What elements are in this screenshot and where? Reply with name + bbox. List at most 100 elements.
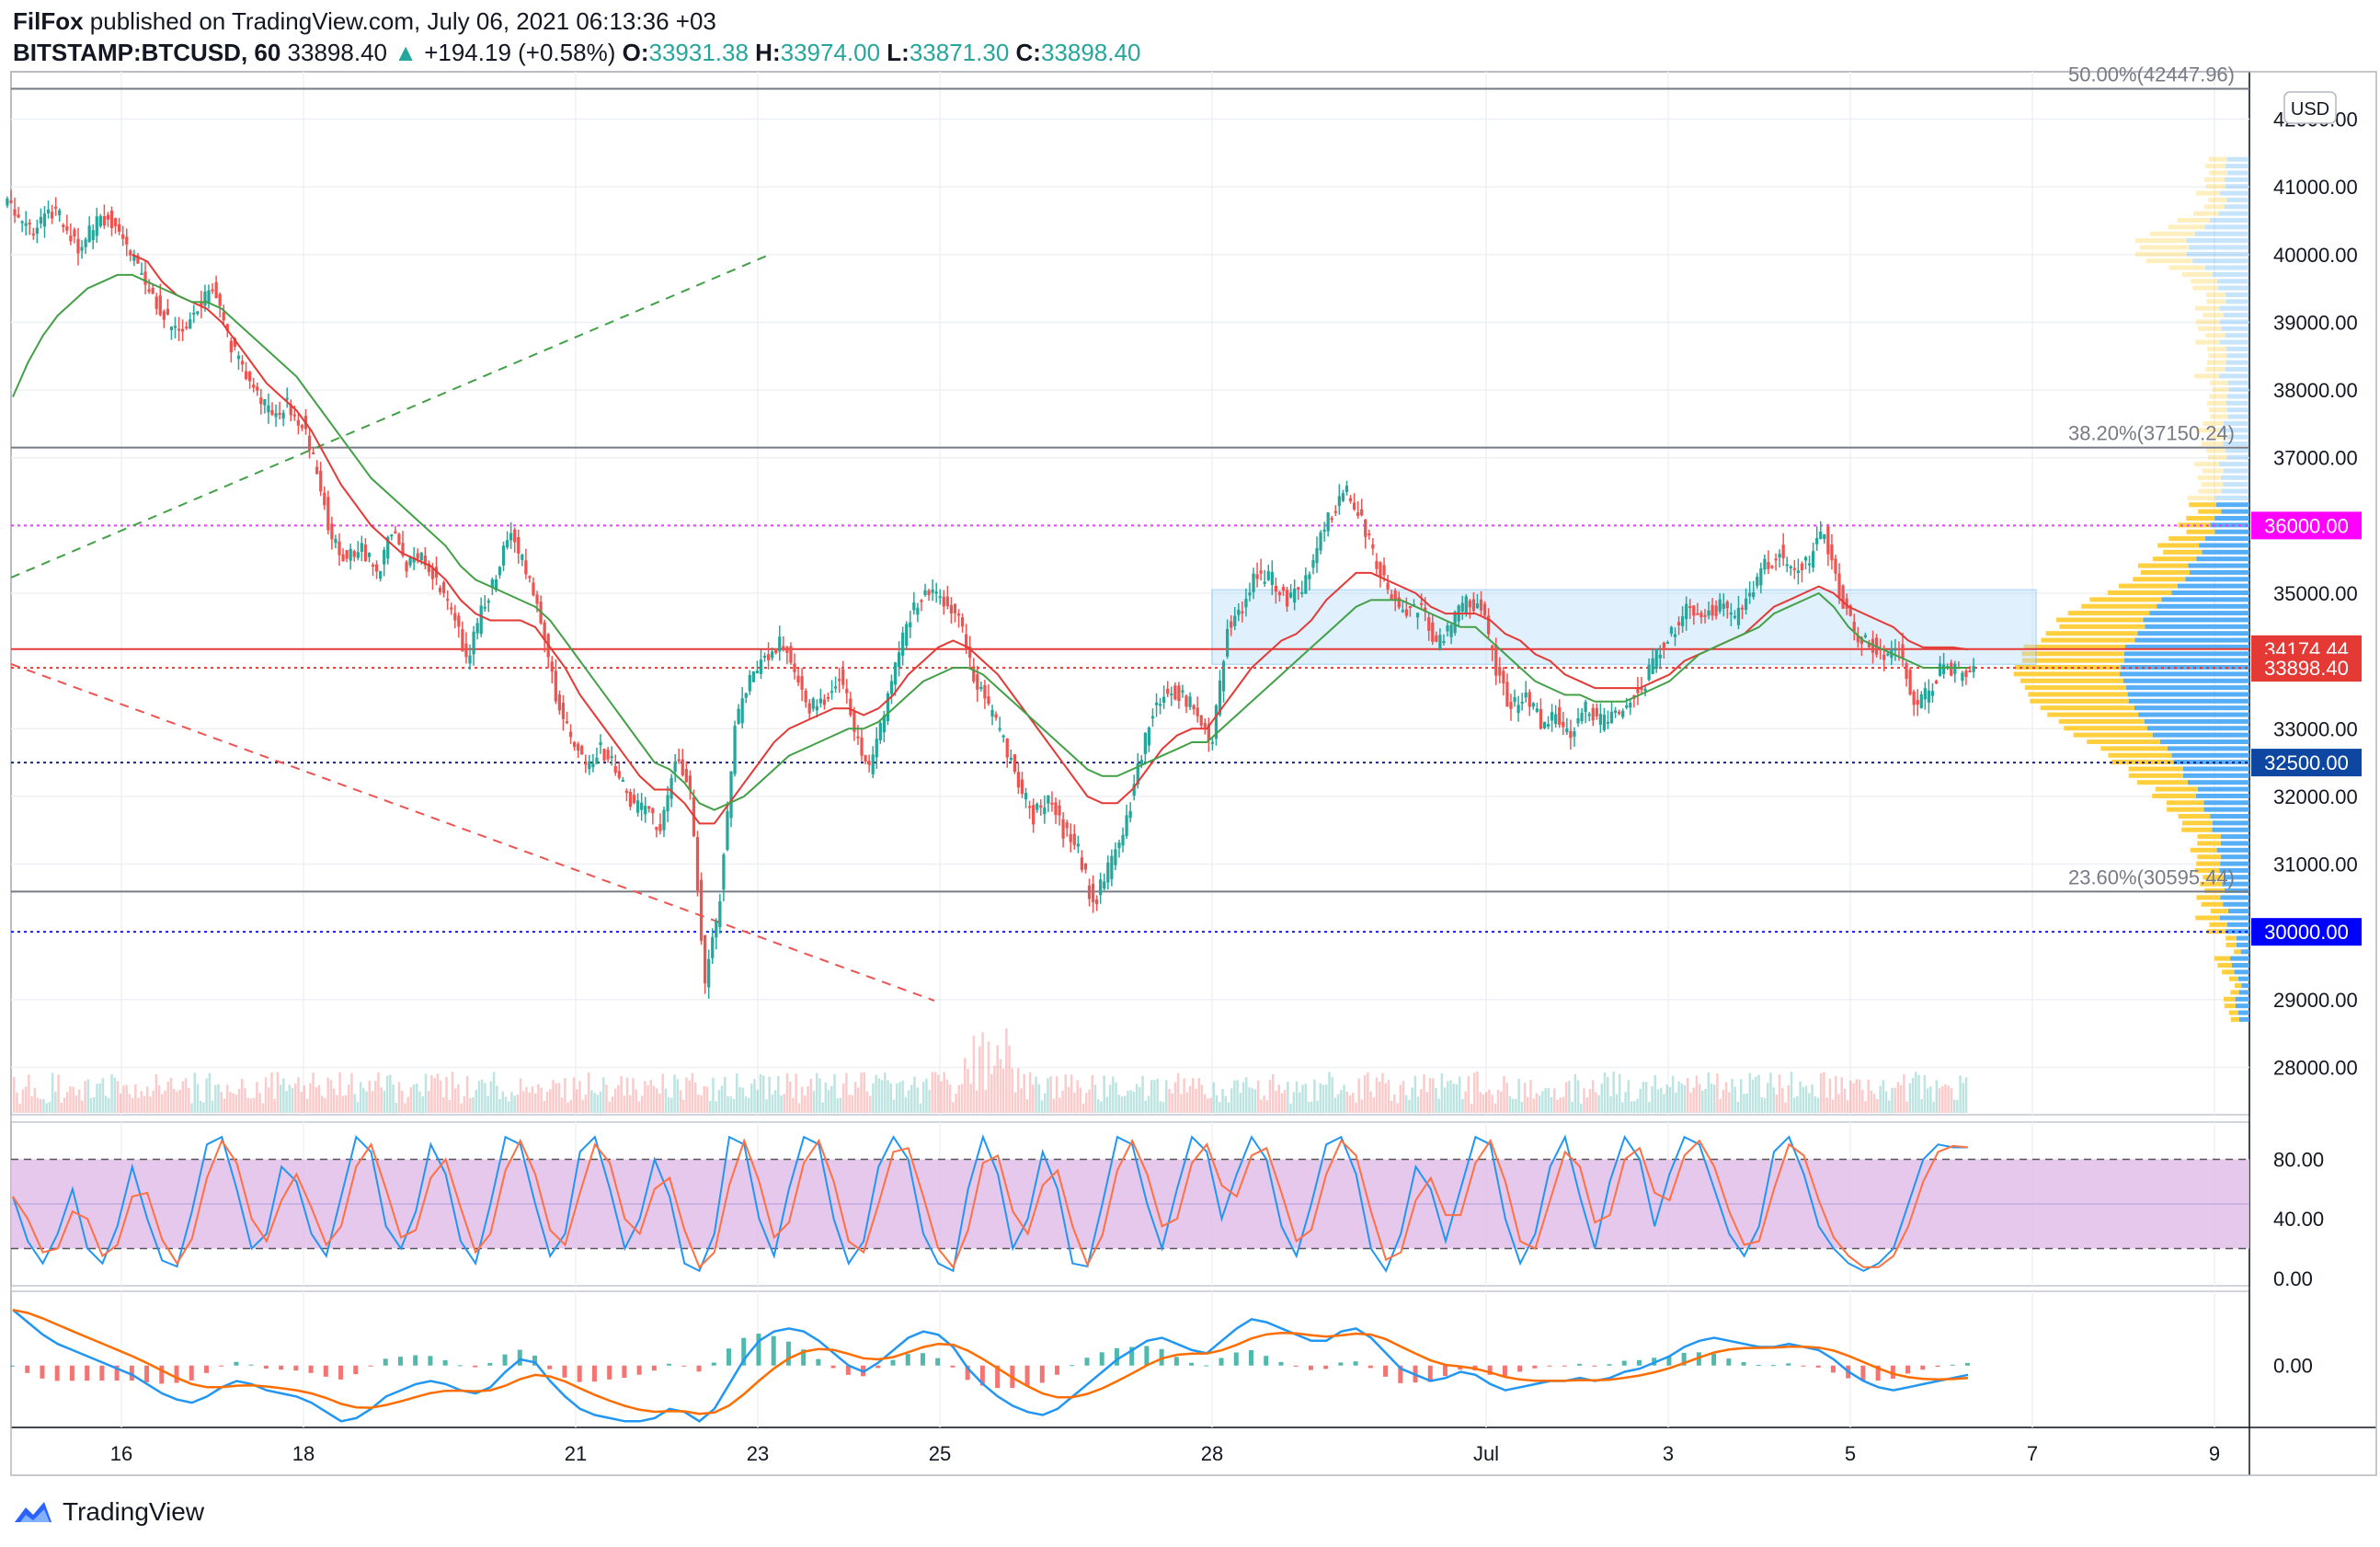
volume-bar [1619, 1074, 1621, 1113]
candle-body [1084, 864, 1087, 870]
volume-bar [13, 1077, 16, 1113]
candle-body [177, 328, 180, 330]
volume-bar [1396, 1103, 1399, 1113]
candle-body [487, 601, 490, 602]
candle-body [1061, 819, 1064, 839]
candle-body [1092, 884, 1094, 902]
profile-bar-yellow [2108, 590, 2171, 595]
candle-body [752, 671, 755, 682]
candle-body [442, 582, 445, 593]
volume-bar [1251, 1088, 1253, 1113]
candle-body [1024, 793, 1027, 799]
volume-bar [1894, 1088, 1896, 1113]
time-label-18: 18 [292, 1442, 315, 1465]
candle-body [961, 617, 964, 626]
candle-body [1715, 605, 1718, 615]
macd-histogram-bar [1831, 1366, 1836, 1373]
volume-bar [537, 1084, 540, 1113]
volume-bar [795, 1073, 797, 1113]
candle-body [1006, 739, 1009, 758]
candle-body [793, 663, 795, 671]
volume-bar [1512, 1099, 1515, 1113]
volume-bar [386, 1076, 389, 1113]
volume-bar [816, 1073, 818, 1113]
price-level-badge-label: 36000.00 [2264, 514, 2349, 537]
candle-body [1248, 592, 1251, 595]
volume-bar [1468, 1076, 1470, 1113]
volume-bar [1835, 1076, 1837, 1113]
volume-bar [1056, 1076, 1058, 1113]
candle-body [901, 633, 904, 656]
time-label-21: 21 [565, 1442, 587, 1465]
volume-bar [1277, 1084, 1280, 1113]
macd-histogram-bar [1936, 1366, 1940, 1367]
profile-bar-blue [2226, 367, 2249, 372]
candle-body [267, 406, 269, 413]
volume-bar [75, 1095, 78, 1113]
candle-body [1841, 586, 1844, 609]
volume-bar [1536, 1093, 1539, 1113]
tradingview-footer[interactable]: TradingView [13, 1497, 204, 1527]
profile-bar-blue [2187, 252, 2249, 257]
candle-body [1342, 493, 1344, 501]
candle-body [29, 223, 31, 224]
volume-bar [1053, 1098, 1056, 1113]
volume-bar [1752, 1080, 1755, 1113]
profile-bar-blue [2202, 550, 2249, 555]
candle-body [1117, 842, 1120, 848]
price-axis[interactable]: 42000.0041000.0040000.0039000.0038000.00… [2273, 92, 2358, 1378]
candle-body [1752, 592, 1755, 597]
horizontal-levels[interactable]: 50.00%(42447.96)38.20%(37150.24)23.60%(3… [11, 63, 2362, 946]
volume-bar [96, 1084, 98, 1113]
volume-bar [576, 1089, 578, 1113]
volume-bar [798, 1103, 801, 1113]
volume-bar [757, 1090, 760, 1113]
volume-bar [496, 1086, 498, 1113]
profile-bar-blue [2220, 319, 2249, 324]
volume-bar [1310, 1102, 1313, 1113]
volume-bar [1642, 1082, 1645, 1113]
volume-bar [1779, 1074, 1781, 1113]
candle-body [1924, 688, 1927, 699]
profile-bar-blue [2236, 997, 2249, 1002]
volume-bar [578, 1081, 581, 1113]
candle-body [1297, 587, 1299, 589]
time-axis[interactable]: 16 18 21 23 25 28 Jul 3 5 7 9 [110, 1442, 2220, 1465]
candle-body [1327, 512, 1330, 531]
candle-body [1516, 705, 1519, 713]
candle-body [741, 698, 744, 723]
volume-bar [265, 1077, 268, 1113]
volume-bar [1316, 1101, 1319, 1113]
candle-body [796, 676, 799, 682]
volume-bar [1912, 1078, 1915, 1113]
candle-body [147, 289, 150, 292]
price-level-badge-label: 32500.00 [2264, 751, 2349, 774]
volume-bar [1482, 1094, 1485, 1113]
profile-bar-blue [2185, 577, 2249, 581]
candle-body [1382, 565, 1385, 575]
trend-lines[interactable] [11, 256, 934, 1001]
volume-bar [1612, 1071, 1615, 1113]
volume-bar [988, 1041, 990, 1113]
volume-bar [1029, 1072, 1032, 1113]
volume-bar [268, 1087, 270, 1113]
profile-bar-yellow [2226, 943, 2236, 947]
candle-body [1454, 612, 1457, 633]
profile-bar-yellow [2194, 462, 2219, 466]
candle-body [1964, 670, 1967, 677]
profile-bar-yellow [2198, 476, 2221, 480]
profile-bar-blue [2204, 808, 2249, 812]
candle-body [1323, 530, 1326, 532]
candle-body [1099, 879, 1102, 895]
macd-histogram-bar [1100, 1352, 1104, 1365]
profile-bar-blue [2178, 584, 2249, 589]
volume-bar [1743, 1094, 1745, 1113]
price-tick-label: 40000.00 [2273, 244, 2358, 267]
candle-body [816, 706, 818, 711]
volume-bar [1260, 1099, 1263, 1113]
macd-histogram-bar [25, 1366, 29, 1373]
candle-body [319, 471, 322, 492]
volume-bar [730, 1096, 733, 1113]
volume-bar [1355, 1103, 1357, 1113]
